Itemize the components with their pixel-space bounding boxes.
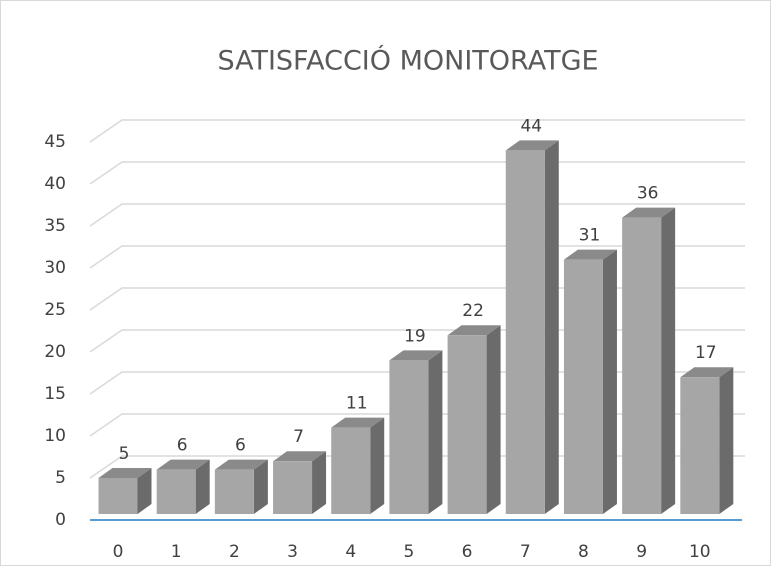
data-label: 17 <box>695 343 717 363</box>
bar-face <box>156 469 196 514</box>
bar <box>273 451 327 514</box>
bar-face <box>98 468 152 478</box>
bar <box>156 459 210 514</box>
bar-face <box>661 207 676 514</box>
data-label: 6 <box>235 436 246 456</box>
grid-line <box>89 119 745 143</box>
bar-face <box>312 451 327 514</box>
data-label: 31 <box>579 226 601 246</box>
bar-face <box>602 249 617 514</box>
bar-face <box>370 417 385 514</box>
y-tick-label: 20 <box>44 342 66 362</box>
bar-face <box>195 459 210 514</box>
data-label: 5 <box>119 444 130 464</box>
bar <box>214 459 268 514</box>
y-tick-label: 5 <box>55 468 66 488</box>
data-label: 36 <box>637 184 659 204</box>
bar-face <box>253 459 268 514</box>
bar <box>563 249 617 514</box>
bar-face <box>389 360 429 514</box>
x-tick-label: 9 <box>636 542 647 562</box>
bar-face <box>563 249 617 260</box>
x-tick-label: 6 <box>462 542 473 562</box>
bar-face <box>719 367 734 514</box>
y-tick-label: 0 <box>55 510 66 530</box>
x-tick-label: 4 <box>345 542 356 562</box>
x-tick-label: 1 <box>171 542 182 562</box>
bar-face <box>156 459 210 470</box>
x-tick-label: 8 <box>578 542 589 562</box>
x-tick-label: 10 <box>689 542 711 562</box>
data-label: 11 <box>346 394 368 414</box>
data-label: 19 <box>404 326 426 346</box>
bar-face <box>389 350 443 361</box>
bar-face <box>505 140 559 151</box>
bar-face <box>447 335 487 514</box>
y-tick-label: 15 <box>44 384 66 404</box>
bar <box>622 207 676 514</box>
bar-face <box>680 367 734 378</box>
bar-face <box>428 350 443 514</box>
bar-face <box>214 459 268 470</box>
bar <box>447 325 501 514</box>
bar-face <box>680 377 720 514</box>
bar-face <box>273 451 327 462</box>
data-label: 6 <box>177 436 188 456</box>
y-tick-label: 45 <box>44 132 66 152</box>
bar-face <box>98 478 138 514</box>
y-tick-label: 10 <box>44 426 66 446</box>
bar-face <box>622 217 662 514</box>
bar-face <box>486 325 501 514</box>
x-tick-label: 3 <box>287 542 298 562</box>
bar-face <box>447 325 501 336</box>
x-tick-label: 7 <box>520 542 531 562</box>
x-tick-label: 5 <box>403 542 414 562</box>
bar <box>680 367 734 514</box>
y-tick-label: 30 <box>44 258 66 278</box>
bar <box>505 140 559 514</box>
bar-face <box>622 207 676 218</box>
data-label: 7 <box>293 427 304 447</box>
bar-face <box>273 461 313 514</box>
bar-face <box>505 150 545 514</box>
bar <box>98 468 152 514</box>
bar <box>389 350 443 514</box>
bar-face <box>563 259 603 514</box>
x-tick-label: 0 <box>113 542 124 562</box>
y-tick-label: 25 <box>44 300 66 320</box>
bar-face <box>544 140 559 514</box>
y-tick-label: 35 <box>44 216 66 236</box>
data-label: 22 <box>462 301 484 321</box>
bar-face <box>137 468 152 514</box>
data-label: 44 <box>520 116 542 136</box>
y-tick-label: 40 <box>44 174 66 194</box>
bar <box>331 417 385 514</box>
bar-face <box>331 417 385 428</box>
x-tick-label: 2 <box>229 542 240 562</box>
chart-title: SATISFACCIÓ MONITORATGE <box>217 45 598 77</box>
bar-face <box>331 427 371 514</box>
bar-face <box>214 469 254 514</box>
